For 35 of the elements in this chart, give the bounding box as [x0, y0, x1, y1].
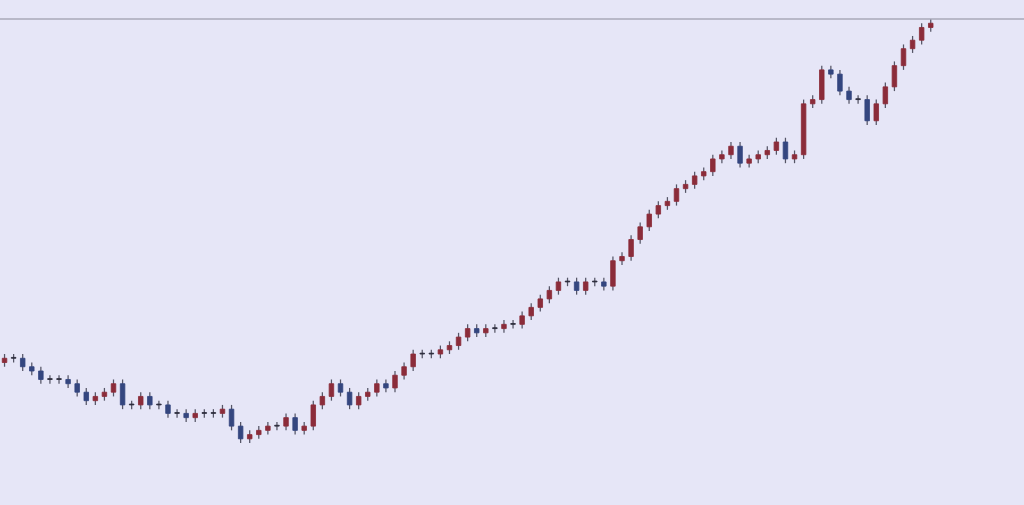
candlestick [918, 22, 925, 46]
candlestick [410, 349, 416, 372]
candlestick [56, 374, 62, 385]
candlestick [65, 374, 71, 389]
candlestick [392, 370, 398, 393]
candlestick [292, 412, 298, 436]
candlestick [501, 319, 507, 334]
candlestick [873, 98, 879, 126]
candlestick [492, 323, 498, 334]
candlestick [310, 400, 316, 431]
candlestick [237, 421, 244, 444]
candlestick [119, 378, 126, 410]
candlestick [510, 319, 516, 330]
candlestick [619, 251, 625, 266]
candlestick [628, 234, 634, 262]
candlestick [855, 94, 861, 105]
candlestick [864, 94, 870, 126]
candlestick [637, 221, 643, 245]
candlestick [274, 421, 280, 431]
candlestick [228, 404, 235, 431]
candlestick [346, 387, 353, 410]
candlestick [710, 154, 716, 177]
candlestick [673, 183, 680, 207]
candlestick [900, 43, 907, 71]
candlestick [156, 400, 162, 410]
candlestick [174, 408, 180, 419]
candlestick [646, 209, 652, 232]
candlestick [891, 60, 898, 92]
candlestick [837, 69, 843, 96]
candlestick [882, 81, 889, 109]
candlestick [737, 141, 743, 169]
candlestick [782, 137, 789, 164]
candlestick [183, 408, 189, 423]
candlestick [328, 378, 335, 402]
candlestick [47, 374, 53, 385]
